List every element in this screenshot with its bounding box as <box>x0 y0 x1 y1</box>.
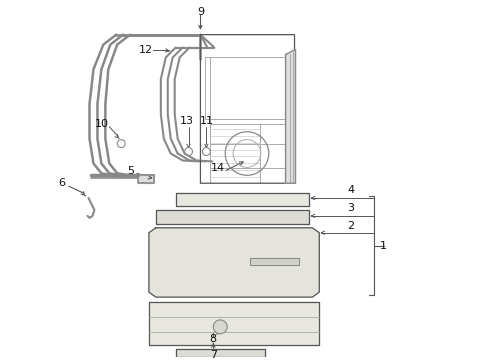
Text: 6: 6 <box>58 178 65 188</box>
Polygon shape <box>286 50 295 183</box>
Polygon shape <box>250 257 299 265</box>
Text: 4: 4 <box>347 185 355 195</box>
Text: 9: 9 <box>197 7 204 17</box>
Polygon shape <box>156 210 309 224</box>
Text: 10: 10 <box>95 119 108 129</box>
Text: 8: 8 <box>210 334 217 344</box>
Text: 11: 11 <box>199 116 213 126</box>
Text: 1: 1 <box>380 240 387 251</box>
Polygon shape <box>149 228 319 297</box>
Polygon shape <box>176 348 265 356</box>
Text: 5: 5 <box>127 166 135 176</box>
Polygon shape <box>176 193 309 206</box>
Circle shape <box>213 320 227 334</box>
Text: 13: 13 <box>179 116 194 126</box>
Text: 3: 3 <box>347 203 354 213</box>
Text: 12: 12 <box>139 45 153 54</box>
Text: 2: 2 <box>347 221 355 231</box>
Text: 14: 14 <box>211 163 225 174</box>
Polygon shape <box>138 175 154 183</box>
Polygon shape <box>149 302 319 345</box>
Text: 7: 7 <box>210 350 217 360</box>
